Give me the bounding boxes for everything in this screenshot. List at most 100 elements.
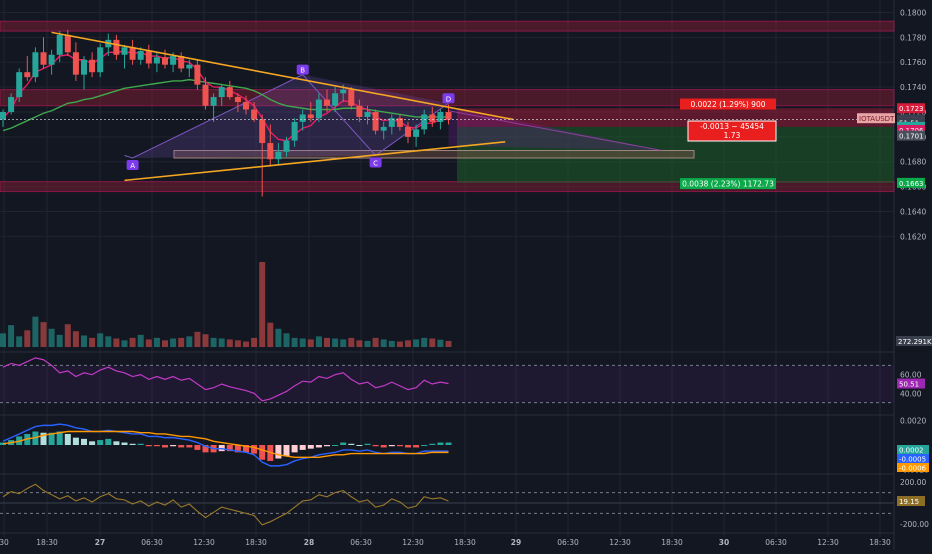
macd-histogram-bar [251,445,258,454]
macd-value-label: -0.0006 [899,465,927,473]
price-axis-label-bg [897,103,925,114]
candle-body [421,114,428,130]
volume-bar [113,338,120,347]
pattern-point-a-badge [126,159,139,170]
pattern-point-c-badge [369,157,382,168]
time-tick-label: 30 [719,538,729,547]
volume-label: 272.291K [898,338,932,346]
zone-trade_red [457,108,894,127]
macd-value-label-bg [897,463,929,472]
volume-bar [283,333,290,347]
price-tick-label: 0.1640 [900,207,926,216]
macd-histogram-bar [145,445,152,447]
macd-value-label-bg [897,445,929,454]
trade-box-target-text: 0.0038 (2.23%) 1172.73 [682,180,774,189]
candle-body [226,87,233,98]
volume-bar [396,341,403,347]
price-axis-label: 0.1723 [899,105,924,113]
pattern-point-b-label: B [300,67,305,75]
macd-histogram-bar [380,445,387,448]
macd-value-label: -0.0005 [899,456,926,464]
macd-histogram-bar [162,445,168,448]
candle-body [162,57,168,65]
candle-body [243,102,249,110]
candle-body [16,72,23,98]
volume-bar [40,322,47,347]
macd-histogram-bar [97,440,104,445]
volume-bar [299,338,306,347]
time-tick-label: 29 [511,538,521,547]
volume-bar [388,340,395,347]
price-tick-label: 0.1740 [900,83,926,92]
candle-body [372,111,379,131]
candle-body [178,56,185,69]
candle-body [72,52,79,75]
volume-bar [413,339,420,347]
candle-body [56,34,63,55]
volume-bar [162,340,168,347]
candle-body [153,57,160,64]
macd-histogram-bar [307,445,314,449]
price-axis-label: 0.1663 [899,180,924,188]
candle-body [348,89,355,106]
pattern-point-b-badge [296,64,309,75]
macd-histogram-bar [437,442,444,445]
macd-histogram-bar [332,445,339,446]
volume-bar [202,334,209,347]
trade-box-risk-text: -0.0013 ~ 45454 [700,122,764,131]
macd-histogram-bar [348,443,355,445]
volume-bar [56,334,63,347]
volume-bar [243,341,249,347]
macd-histogram-bar [153,445,160,447]
volume-bar [170,338,177,347]
candle-body [113,39,120,55]
macd-histogram-bar [364,443,371,445]
time-tick-label: 30 [0,538,9,547]
time-tick-label: 06:30 [557,538,579,547]
price-axis-label-bg [897,125,925,136]
trade-box-risk-ratio: 1.73 [724,131,741,140]
macd-histogram-bar [299,445,306,450]
macd-histogram-bar [234,445,241,453]
cci-tick-label: 200.00 [900,478,926,487]
candle-body [234,97,241,103]
volume-bar [315,336,322,347]
macd-value-label: 0.0002 [899,447,924,455]
candle-body [307,114,314,119]
volume-bar [372,337,379,347]
volume-bar [64,324,71,347]
volume-bar [32,316,39,347]
candle-body [356,105,363,117]
macd-histogram-bar [372,445,379,447]
time-tick-label: 18:30 [36,538,58,547]
macd-histogram-bar [72,437,79,445]
macd-histogram-bar [194,445,201,450]
candle-body [405,126,411,137]
candle-body [0,111,6,120]
volume-bar [194,331,201,347]
macd-histogram-bar [283,445,290,457]
volume-bar [0,333,6,347]
macd-histogram-bar [315,445,322,448]
volume-bar [267,322,274,347]
volume-bar [89,337,96,347]
projection-box [173,150,695,159]
trendline-resistance [51,31,514,121]
volume-bar [356,340,363,347]
macd-value-label-bg [897,454,929,463]
cci-tick-label: -200.00 [900,520,929,529]
volume-label-bg [896,336,932,346]
candle-body [332,93,339,106]
volume-bar [24,330,31,347]
candle-body [81,59,87,75]
rsi-line [2,357,449,402]
rsi-tick-label: 40.00 [900,389,922,398]
macd-histogram-bar [421,445,428,446]
candle-body [445,111,452,120]
volume-bar [81,335,87,347]
pattern-point-d-label: D [446,95,451,103]
candle-body [194,64,201,85]
